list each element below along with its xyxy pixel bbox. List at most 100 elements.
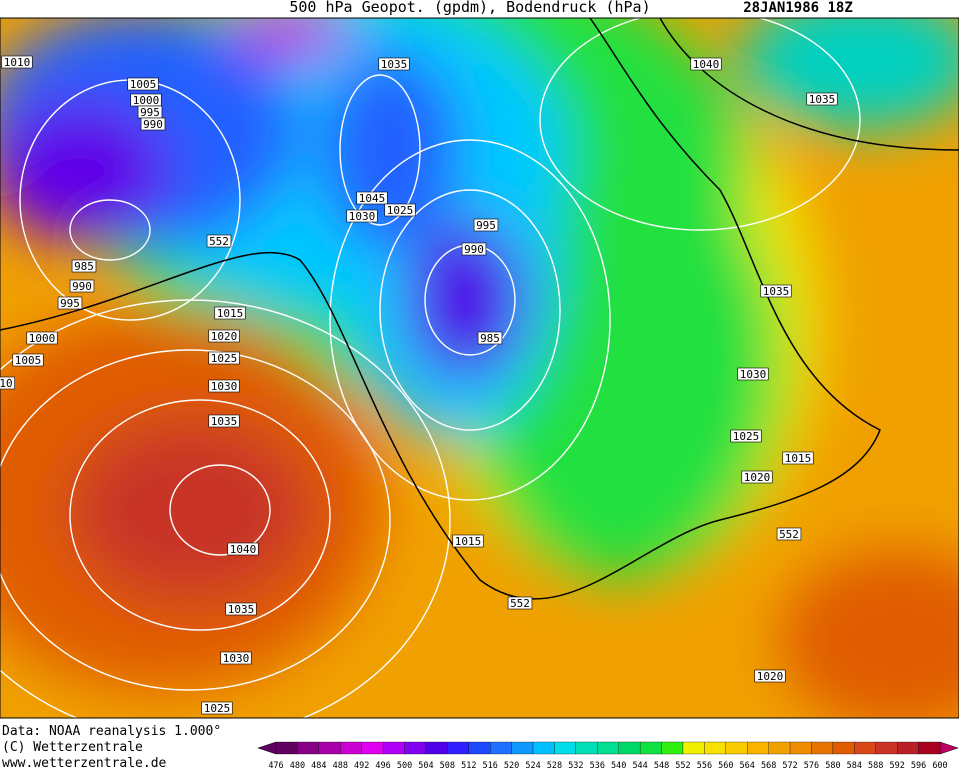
isobar-label-box: [760, 284, 792, 298]
legend-swatch: [382, 741, 405, 755]
legend-swatch: [532, 741, 555, 755]
legend-label: 508: [440, 761, 455, 770]
url: www.wetterzentrale.de: [2, 756, 167, 770]
legend-swatch: [811, 741, 834, 755]
isobar-label: 985: [74, 260, 94, 273]
legend-label: 556: [697, 761, 712, 770]
isobar-label: 995: [60, 297, 80, 310]
isobar-label-box: [384, 203, 416, 217]
isobar-label-box: [737, 367, 769, 381]
legend-swatch: [639, 741, 662, 755]
legend-label: 596: [911, 761, 926, 770]
isobar-label-box: [346, 209, 378, 223]
isobar-label: 1040: [230, 543, 257, 556]
legend-label: 524: [525, 761, 540, 770]
isobar-label: 552: [209, 235, 229, 248]
isobar-label-box: [71, 259, 97, 273]
legend-label: 552: [675, 761, 690, 770]
isobar-label-box: [473, 218, 499, 232]
legend-label: 496: [375, 761, 390, 770]
isobar-label-box: [1, 55, 33, 69]
isobar-label-box: [782, 451, 814, 465]
legend-swatch: [918, 741, 941, 755]
isobar-label: 1035: [228, 603, 255, 616]
isobar-label: 1035: [381, 58, 408, 71]
isobar-label-box: [208, 329, 240, 343]
legend-label: 560: [718, 761, 733, 770]
legend-arrow-right: [939, 741, 959, 755]
legend-swatch: [468, 741, 491, 755]
isobar-label-box: [776, 527, 802, 541]
legend-swatch: [897, 741, 919, 755]
isobar-label-box: [452, 534, 484, 548]
legend-swatch: [554, 741, 577, 755]
isobar-label: 1020: [211, 330, 238, 343]
legend-swatch: [618, 741, 641, 755]
legend-label: 480: [290, 761, 305, 770]
isobar-label: 1015: [785, 452, 812, 465]
isobar-label: 1045: [359, 192, 386, 205]
legend-swatch: [275, 741, 298, 755]
source: Data: NOAA reanalysis 1.000°: [2, 724, 221, 739]
isobar-label: 1015: [455, 535, 482, 548]
isobar-label-box: [220, 651, 252, 665]
isobar-label: 1000: [133, 94, 160, 107]
isobar-label: 1030: [349, 210, 376, 223]
isobar-label-box: [356, 191, 388, 205]
legend-swatch: [661, 741, 684, 755]
legend-swatch: [768, 741, 791, 755]
isobar-label-box: [208, 379, 240, 393]
isobar-label-box: [730, 429, 762, 443]
legend-swatch: [832, 741, 855, 755]
legend-swatch: [597, 741, 619, 755]
isobar-label: 1025: [211, 352, 238, 365]
isobar-label: 552: [779, 528, 799, 541]
isobar-label: 1005: [130, 78, 157, 91]
isobar-label: 1030: [223, 652, 250, 665]
legend-label: 576: [804, 761, 819, 770]
legend-label: 592: [889, 761, 904, 770]
legend-swatch: [340, 741, 362, 755]
isobar-label-box: [754, 669, 786, 683]
isobar-label: 1035: [211, 415, 238, 428]
map-frame: [0, 17, 959, 719]
isobar-label: 1000: [29, 332, 56, 345]
isobar-label: 990: [72, 280, 92, 293]
isobar-label-box: [378, 57, 410, 71]
legend-swatch: [575, 741, 598, 755]
legend-swatch: [747, 741, 769, 755]
isobar-label: 1015: [217, 307, 244, 320]
legend-label: 500: [397, 761, 412, 770]
isobar-label: 1030: [211, 380, 238, 393]
legend-swatch: [704, 741, 726, 755]
copyright: (C) Wetterzentrale: [2, 740, 143, 755]
isobar-label: 10: [0, 377, 13, 390]
isobar-label: 1025: [387, 204, 414, 217]
isobar-label: 990: [464, 243, 484, 256]
isobar-label-box: [461, 242, 487, 256]
legend-label: 536: [590, 761, 605, 770]
isobar-label-box: [208, 351, 240, 365]
legend-label: 528: [547, 761, 562, 770]
isobar-label: 1025: [204, 702, 231, 715]
isobar-label-box: [507, 596, 533, 610]
isobar-label: 990: [143, 118, 163, 131]
isobar-label: 1025: [733, 430, 760, 443]
legend-label: 484: [311, 761, 326, 770]
isobar-label-box: [26, 331, 58, 345]
legend-label: 600: [932, 761, 947, 770]
legend-swatch: [789, 741, 812, 755]
isobar-label: 1020: [757, 670, 784, 683]
legend-label: 588: [868, 761, 883, 770]
legend-label: 516: [483, 761, 498, 770]
legend-label: 540: [611, 761, 626, 770]
isobar-label-box: [201, 701, 233, 715]
date: 28JAN1986 18Z: [743, 0, 853, 16]
isobar-label: 1035: [763, 285, 790, 298]
legend-label: 584: [847, 761, 862, 770]
legend-label: 568: [761, 761, 776, 770]
legend-swatch: [682, 741, 705, 755]
legend-label: 488: [333, 761, 348, 770]
